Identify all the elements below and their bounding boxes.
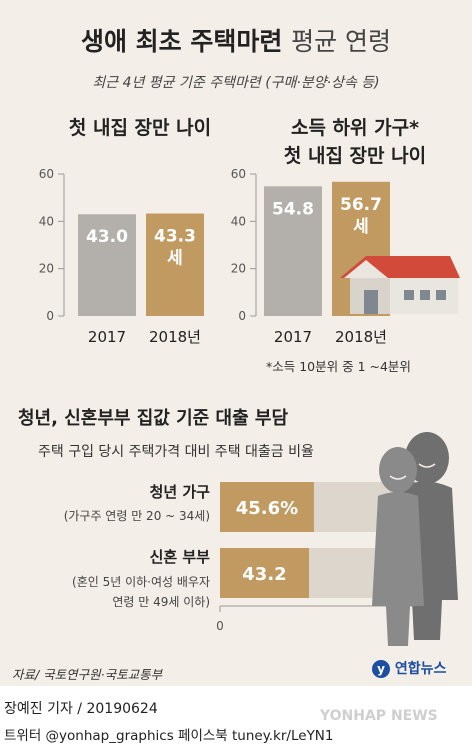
chart2-bar-value: 56.7 [340, 195, 382, 215]
chart2-bar-value: 54.8 [272, 199, 314, 219]
chart1-tick-label: 0 [46, 309, 54, 323]
chart2-title-line2: 첫 내집 장만 나이 [283, 145, 427, 167]
source-note: 자료/ 국토연구원·국토교통부 [12, 667, 163, 682]
chart2-category-label: 2018년 [335, 328, 387, 346]
chart1-tick-label: 40 [39, 214, 54, 228]
chart2-tick-label: 0 [238, 309, 246, 323]
row-label-youth: 청년 가구 [149, 483, 210, 501]
chart3-subtitle: 주택 구입 당시 주택가격 대비 주택 대출금 비율 [38, 444, 314, 460]
logo-text: 연합뉴스 [394, 661, 447, 677]
yonhap-logo: y 연합뉴스 [372, 658, 446, 678]
chart2-tick-label: 20 [231, 262, 246, 276]
chart1-bar-value: 43.3 [154, 227, 196, 247]
chart2-bar-unit: 세 [353, 217, 369, 237]
chart1-title: 첫 내집 장만 나이 [68, 117, 212, 139]
chart1-bar [146, 213, 204, 316]
chart1-bar-unit: 세 [167, 249, 183, 269]
row-note-newlywed-2: 연령 만 49세 이하) [112, 595, 210, 609]
chart3-bar [220, 482, 314, 532]
chart3-tick-label: 0 [216, 619, 224, 633]
row-label-newlywed: 신혼 부부 [149, 548, 210, 566]
social-links: 트위터 @yonhap_graphics 페이스북 tuney.kr/LeYN1 [4, 728, 334, 744]
chart2-footnote: *소득 10분위 중 1 ~4분위 [266, 359, 411, 374]
byline: 장예진 기자 / 20190624 [4, 701, 158, 717]
chart3-bar [220, 548, 309, 598]
chart1-tick-label: 20 [39, 262, 54, 276]
chart-canvas: 020406043.0201743.3세2018년020406054.82017… [39, 167, 438, 633]
chart2-tick-label: 60 [231, 167, 246, 181]
title-light: 평균 연령 [291, 27, 392, 56]
row-note-youth: (가구주 연령 만 20 ~ 34세) [63, 509, 210, 523]
chart3-bar-value: 43.2 [242, 564, 286, 585]
chart3-title: 청년, 신혼부부 집값 기준 대출 부담 [18, 408, 289, 429]
page-title: 생애 최초 주택마련 평균 연령 [0, 22, 472, 58]
chart1-bar-value: 43.0 [86, 227, 128, 247]
chart1-category-label: 2017 [88, 328, 126, 346]
chart3-tick-label: 100 [415, 619, 438, 633]
chart2-tick-label: 40 [231, 214, 246, 228]
chart1-tick-label: 60 [39, 167, 54, 181]
chart2-bar [264, 186, 322, 316]
chart3-bar-value: 45.6% [236, 498, 298, 519]
title-bold: 생애 최초 주택마련 [80, 27, 283, 56]
watermark: YONHAP NEWS [320, 708, 438, 724]
logo-circle-icon: y [372, 660, 390, 678]
chart1-bar [78, 214, 136, 316]
page-subtitle: 최근 4년 평균 기준 주택마련 (구매·분양·상속 등) [92, 75, 380, 91]
row-note-newlywed-1: (혼인 5년 이하·여성 배우자 [72, 575, 210, 589]
chart2-title-line1: 소득 하위 가구* [290, 117, 420, 139]
chart2-category-label: 2017 [274, 328, 312, 346]
chart1-category-label: 2018년 [149, 328, 201, 346]
